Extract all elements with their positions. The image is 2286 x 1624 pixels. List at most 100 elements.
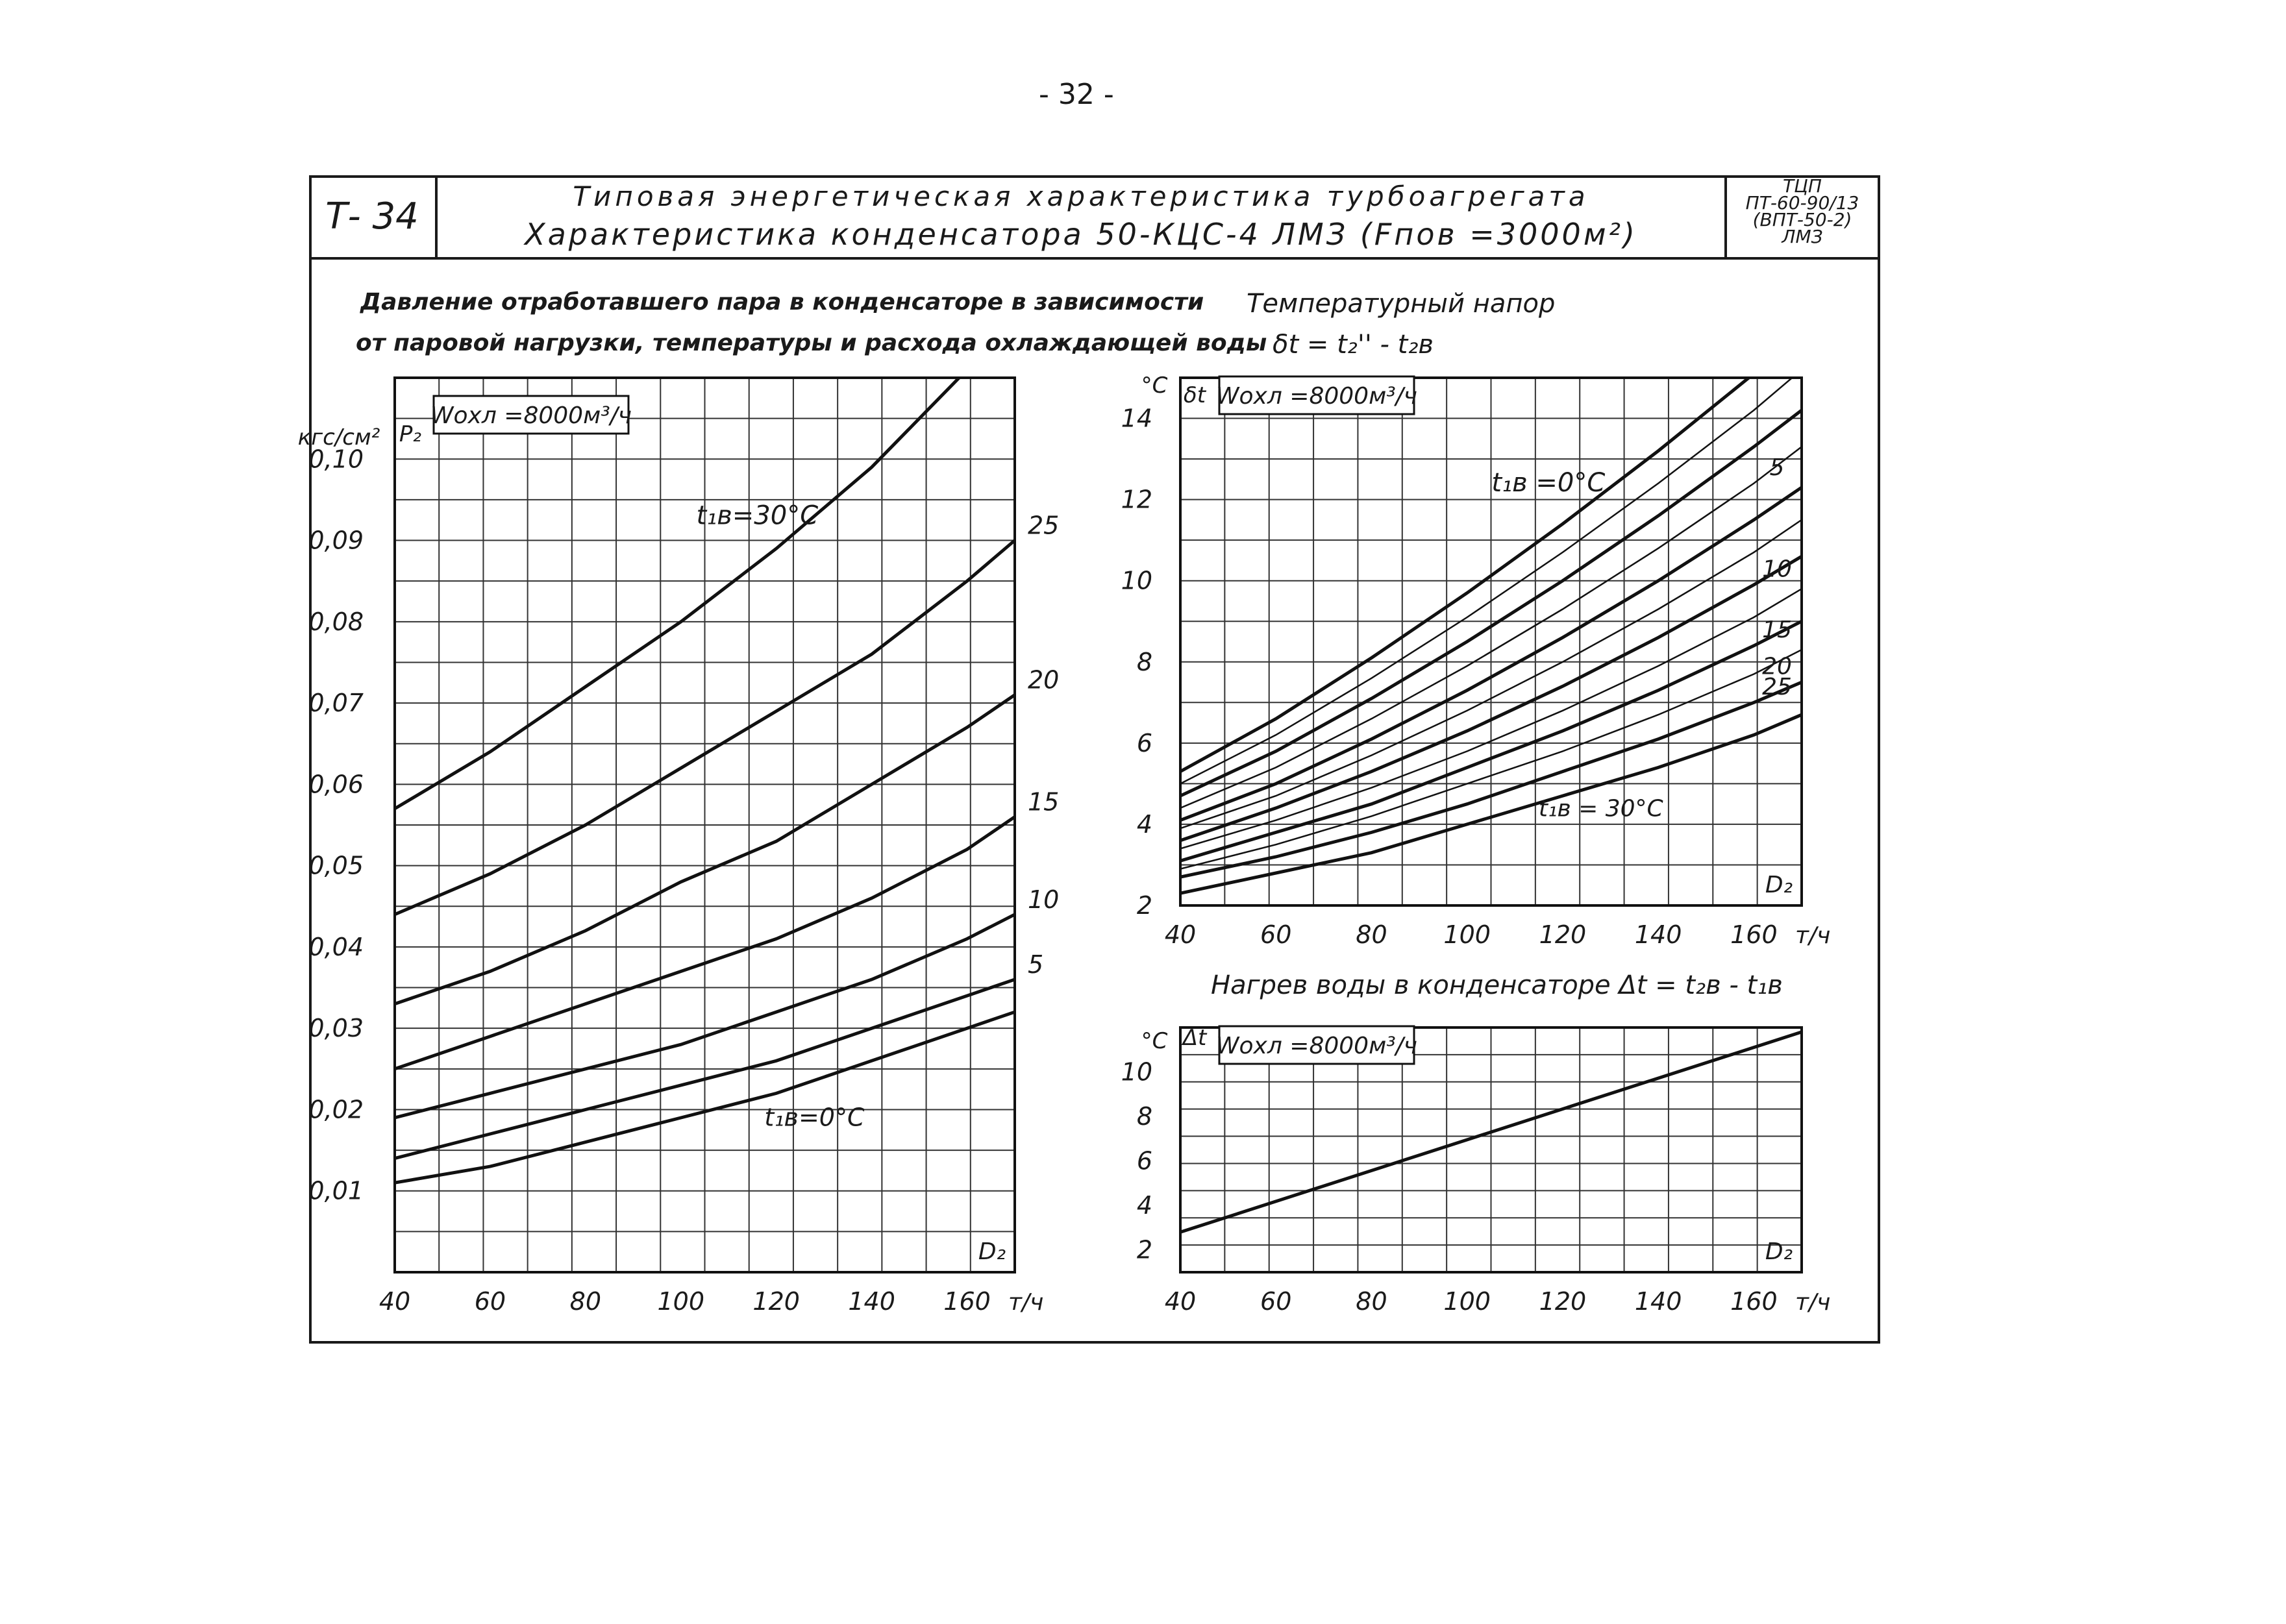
y-tick-label: 4 xyxy=(1137,1191,1152,1220)
sheet-title: Типовая энергетическая характеристика ту… xyxy=(438,175,1724,257)
curve-annotation: t₁в = 30°C xyxy=(1539,795,1664,822)
x-tick-label: 40 xyxy=(1165,920,1196,949)
series-line xyxy=(1180,648,1802,870)
x-tick-label: 120 xyxy=(1539,1287,1587,1316)
left-caption-line-2: от паровой нагрузки, температуры и расхо… xyxy=(356,330,1267,356)
x-tick-label: 100 xyxy=(1443,1287,1491,1316)
x-tick-label: 60 xyxy=(475,1287,506,1316)
right-top-caption-line-2: δt = t₂'' - t₂в xyxy=(1273,330,1434,360)
page-number: - 32 - xyxy=(1039,78,1114,111)
y-tick-label: 0,01 xyxy=(308,1177,364,1205)
chart-2: 40 60 80 100 120 140 160 т/ч 2 4 6 8 10 12 14 °C δt D₂ Wох… xyxy=(1121,373,1831,949)
x-tick-label: 80 xyxy=(1356,1287,1387,1316)
y-tick-label: 0,03 xyxy=(308,1014,364,1042)
y-tick-label: 10 xyxy=(1121,567,1152,595)
y-axis-letter: Δt xyxy=(1181,1025,1208,1051)
x-tick-label: 140 xyxy=(1635,1287,1682,1316)
x-tick-label: 100 xyxy=(658,1287,705,1316)
y-tick-label: 8 xyxy=(1137,648,1152,676)
x-axis-letter: D₂ xyxy=(1765,872,1793,898)
series-line xyxy=(395,815,1015,1071)
y-unit-label: °C xyxy=(1141,1028,1168,1054)
x-tick-label: 60 xyxy=(1260,1287,1291,1316)
y-unit-label: °C xyxy=(1141,373,1168,399)
y-tick-label: 10 xyxy=(1121,1058,1152,1087)
right-top-caption-line-1: Температурный напор xyxy=(1247,289,1556,319)
chart-3: 40 60 80 100 120 140 160 т/ч 2 4 6 8 10 °C Δt D₂ Wохл =8… xyxy=(1121,1025,1831,1316)
curve-label: 10 xyxy=(1762,556,1792,582)
title-block: Т- 34 Типовая энергетическая характерист… xyxy=(309,175,1880,260)
x-tick-label: 140 xyxy=(848,1287,895,1316)
reference-block: ТЦП ПТ-60-90/13 (ВПТ-50-2) ЛМЗ xyxy=(1724,175,1878,257)
y-axis-letter: δt xyxy=(1184,382,1207,408)
ref-line: ПТ-60-90/13 xyxy=(1745,192,1859,214)
title-line-1: Типовая энергетическая характеристика ту… xyxy=(573,180,1589,212)
y-tick-label: 0,02 xyxy=(308,1095,364,1124)
series-line xyxy=(1180,555,1802,843)
y-tick-label: 0,08 xyxy=(308,608,364,636)
curve-label: 10 xyxy=(1028,885,1059,914)
series-line xyxy=(1180,409,1802,798)
series-line xyxy=(1180,446,1802,809)
x-unit-label: т/ч xyxy=(1008,1289,1043,1316)
y-unit-label: кгс/см² xyxy=(298,424,380,450)
series-line xyxy=(395,1010,1015,1185)
y-tick-label: 8 xyxy=(1137,1102,1152,1131)
x-tick-label: 80 xyxy=(570,1287,601,1316)
flow-box-label: Wохл =8000м³/ч xyxy=(1216,1033,1417,1059)
left-caption-line-1: Давление отработавшего пара в конденсато… xyxy=(360,289,1204,315)
y-tick-label: 0,04 xyxy=(308,933,364,961)
curve-label: 5 xyxy=(1028,950,1043,979)
series-line xyxy=(395,978,1015,1161)
curve-label: 15 xyxy=(1028,787,1059,816)
series-line xyxy=(1180,486,1802,822)
curve-annotation: t₁в=0°C xyxy=(764,1103,865,1132)
curve-label: 20 xyxy=(1762,654,1792,680)
y-tick-label: 14 xyxy=(1121,404,1152,433)
y-tick-label: 0,07 xyxy=(308,689,364,717)
curve-label: 20 xyxy=(1028,666,1059,695)
series-line xyxy=(1180,619,1802,863)
right-bottom-caption: Нагрев воды в конденсаторе Δt = t₂в - t₁… xyxy=(1211,970,1783,1000)
x-tick-label: 160 xyxy=(1730,1287,1778,1316)
title-line-2: Характеристика конденсатора 50-КЦС-4 ЛМЗ… xyxy=(525,217,1637,252)
x-tick-label: 120 xyxy=(752,1287,800,1316)
series-line xyxy=(1180,378,1752,773)
sheet-code: Т- 34 xyxy=(309,175,438,257)
flow-box-label: Wохл =8000м³/ч xyxy=(1216,383,1417,410)
x-axis-letter: D₂ xyxy=(1765,1238,1793,1265)
curve-label: 25 xyxy=(1762,674,1792,700)
y-tick-label: 0,10 xyxy=(308,445,364,473)
x-tick-label: 140 xyxy=(1635,920,1682,949)
x-tick-label: 160 xyxy=(1730,920,1778,949)
flow-box-label: Wохл =8000м³/ч xyxy=(430,402,632,429)
series-line xyxy=(1180,680,1802,879)
y-tick-label: 6 xyxy=(1137,729,1152,757)
x-tick-label: 100 xyxy=(1443,920,1491,949)
curve-label: 15 xyxy=(1762,617,1792,643)
x-tick-label: 120 xyxy=(1539,920,1587,949)
series-line xyxy=(395,693,1015,1005)
chart-1: 40 60 80 100 120 140 160 т/ч 0,01 0,02 0,03 0,04 0,0… xyxy=(298,376,1043,1316)
series-line xyxy=(395,539,1015,917)
curve-annotation: t₁в=30°C xyxy=(696,500,818,530)
x-tick-label: 160 xyxy=(943,1287,991,1316)
ref-line: ТЦП xyxy=(1783,175,1822,197)
flow-box xyxy=(1218,1025,1415,1065)
series-line xyxy=(1180,588,1802,850)
plot-frame xyxy=(1179,1026,1803,1273)
series-line xyxy=(395,913,1015,1120)
series-line xyxy=(1180,1030,1802,1234)
curve-label: 25 xyxy=(1028,511,1059,540)
y-tick-label: 6 xyxy=(1137,1147,1152,1175)
x-axis-letter: D₂ xyxy=(978,1238,1006,1265)
document-frame xyxy=(309,175,1880,1344)
curve-annotation: t₁в =0°C xyxy=(1491,468,1605,498)
y-tick-label: 12 xyxy=(1121,486,1152,514)
plot-frame xyxy=(1179,376,1803,907)
y-tick-label: 2 xyxy=(1137,1236,1152,1264)
series-line xyxy=(395,378,962,811)
series-line xyxy=(1180,519,1802,830)
series-line xyxy=(1180,378,1794,785)
